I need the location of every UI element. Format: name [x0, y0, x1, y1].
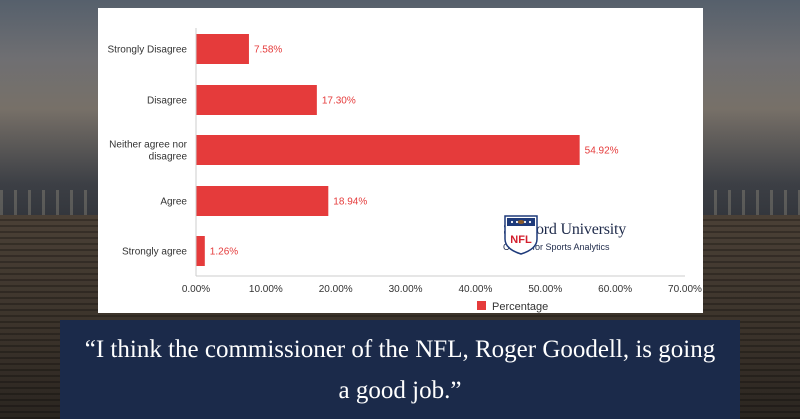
value-label-3: 18.94% [333, 197, 367, 208]
x-tick-label-5: 50.00% [528, 284, 562, 295]
value-label-2: 54.92% [585, 146, 619, 157]
category-label-0: Strongly Disagree [108, 45, 188, 56]
nfl-shield-icon: NFL [504, 215, 538, 255]
value-label-4: 1.26% [210, 247, 238, 258]
value-label-1: 17.30% [322, 96, 356, 107]
x-tick-label-0: 0.00% [182, 284, 210, 295]
bar-chart: 7.58% Strongly Disagree 17.30% Disagree 54.9… [108, 28, 702, 313]
value-label-0: 7.58% [254, 45, 282, 56]
x-tick-label-2: 20.00% [319, 284, 353, 295]
x-tick-label-6: 60.00% [598, 284, 632, 295]
bar-1 [196, 85, 317, 115]
quote-banner: “I think the commissioner of the NFL, Ro… [60, 320, 740, 419]
x-tick-label-3: 30.00% [389, 284, 423, 295]
bar-3 [196, 186, 329, 216]
nfl-logo-text: NFL [510, 234, 532, 246]
logo-subtitle: Center for Sports Analytics [503, 242, 610, 252]
bar-0 [196, 34, 249, 64]
category-label-2: Neither agree nor disagree [109, 140, 187, 163]
x-tick-label-1: 10.00% [249, 284, 283, 295]
bar-2 [196, 135, 580, 165]
x-tick-label-4: 40.00% [458, 284, 492, 295]
category-label-1: Disagree [147, 96, 187, 107]
legend-label: Percentage [492, 301, 548, 313]
x-tick-label-7: 70.00% [668, 284, 702, 295]
chart-card: 7.58% Strongly Disagree 17.30% Disagree 54.9… [98, 8, 703, 313]
quote-text: “I think the commissioner of the NFL, Ro… [84, 335, 716, 404]
category-label-4: Strongly agree [122, 247, 187, 258]
bar-4 [196, 236, 205, 266]
category-label-3: Agree [160, 197, 187, 208]
legend-swatch [477, 301, 486, 310]
samford-logo: Samford University Center for Sports Ana… [503, 213, 693, 263]
